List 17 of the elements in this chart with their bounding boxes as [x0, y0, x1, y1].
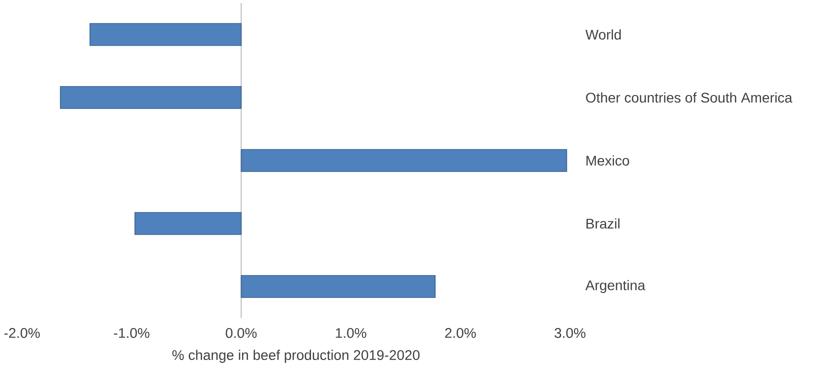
y-tick-label: Brazil: [586, 218, 620, 229]
y-tick-label: Argentina: [585, 280, 646, 294]
x-tick-label: 0.0%: [226, 328, 257, 338]
bar: [240, 275, 436, 298]
bar: [60, 86, 242, 109]
x-tick-label: -1.0%: [114, 328, 150, 338]
x-tick-label: 3.0%: [554, 328, 586, 338]
x-tick-label: -2.0%: [4, 328, 40, 338]
x-tick-label: 2.0%: [445, 328, 476, 338]
x-tick-label: 1.0%: [336, 328, 366, 338]
y-tick-label: Other countries of South America: [586, 92, 792, 103]
y-tick-label: World: [585, 29, 621, 40]
bar: [134, 212, 242, 235]
y-tick-label: Mexico: [586, 155, 630, 166]
bar: [240, 149, 568, 172]
bar: [90, 23, 242, 46]
x-axis-title: % change in beef production 2019-2020: [172, 350, 420, 363]
